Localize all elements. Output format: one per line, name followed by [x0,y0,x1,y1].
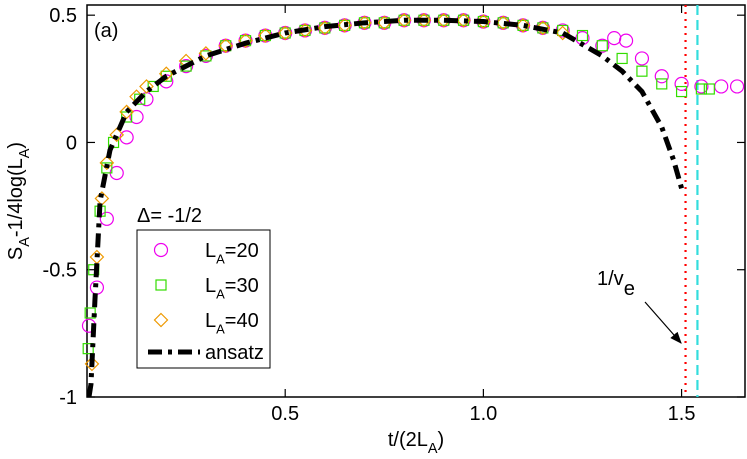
point [238,33,253,48]
panel-label: (a) [94,20,118,42]
point [674,76,689,92]
point [279,27,291,39]
text-part: L [205,240,216,262]
point [119,130,134,145]
point [121,111,133,123]
point [634,51,650,66]
y-tick-label: 0.5 [49,5,77,27]
point [218,38,234,54]
point [535,20,551,36]
annotation: Δ= -1/2 [137,205,202,227]
subscript: A [17,148,33,158]
point [576,29,589,42]
plot-frame [86,4,746,398]
point [357,15,372,31]
legend-swatch [153,312,169,328]
point [198,46,214,61]
point [89,280,105,295]
point [119,104,134,120]
text-part: L [205,275,216,297]
legend-box [136,229,271,369]
point [596,40,608,52]
subscript: A [428,441,438,457]
point [495,15,511,31]
point [178,58,194,74]
point [515,18,531,33]
legend-swatch [155,279,167,291]
label: t/(2LA) [388,429,444,457]
subscript: A [17,237,33,247]
point [337,18,352,33]
text-part: 1/v [597,268,624,290]
point [616,52,628,65]
text-part: -1/4log(L [5,158,27,237]
point [457,14,470,26]
point [84,307,96,319]
point [134,93,146,105]
text-part: ) [5,142,27,149]
ansatz-line [86,17,684,398]
point [139,79,154,94]
point [396,12,412,28]
point [654,69,669,84]
y-tick-label: 0 [66,132,77,154]
text-part: S [5,247,27,260]
point [160,70,172,82]
point [398,14,410,26]
point [147,80,159,93]
subscript: A [216,321,225,336]
point [517,19,529,31]
point [694,79,709,94]
label: LA=20 [205,240,259,266]
point [595,38,610,53]
point [607,30,622,46]
point [84,356,100,372]
point [258,28,273,43]
text-part: =20 [225,240,259,262]
point [82,343,94,355]
point [456,12,471,28]
point [339,19,351,31]
point [636,65,648,77]
point [675,85,688,98]
point [220,40,232,52]
subscript: A [216,251,225,266]
point [714,79,729,94]
text-part: ansatz [205,342,264,364]
subscript: A [216,286,225,301]
point [656,78,668,90]
point [618,33,634,48]
subscript: e [624,278,635,300]
text-part: t/(2L [388,429,428,451]
point [277,25,293,41]
text-part: =40 [225,310,259,332]
point [129,109,144,125]
y-tick-label: -0.5 [43,260,77,282]
label: LA=30 [205,275,259,301]
x-tick-label: 1.0 [469,403,497,425]
point [703,83,715,95]
x-tick-label: 1.5 [668,403,696,425]
text-part: =30 [225,275,259,297]
label: 1/ve [597,268,635,300]
point [99,211,114,226]
annotation-arrow [644,301,682,344]
text-part: ) [437,429,444,451]
legend-swatch [153,242,169,258]
x-tick-label: 0.5 [271,403,299,425]
point [99,155,115,171]
point [101,162,113,174]
point [158,66,174,82]
y-tick-label: -1 [59,387,77,409]
label: LA=40 [205,310,259,336]
label: ansatz [205,342,264,364]
text-part: L [205,310,216,332]
point [109,127,125,143]
point [729,79,745,94]
label: SA-1/4log(LA) [5,142,33,260]
point [555,25,571,41]
point [695,83,707,95]
